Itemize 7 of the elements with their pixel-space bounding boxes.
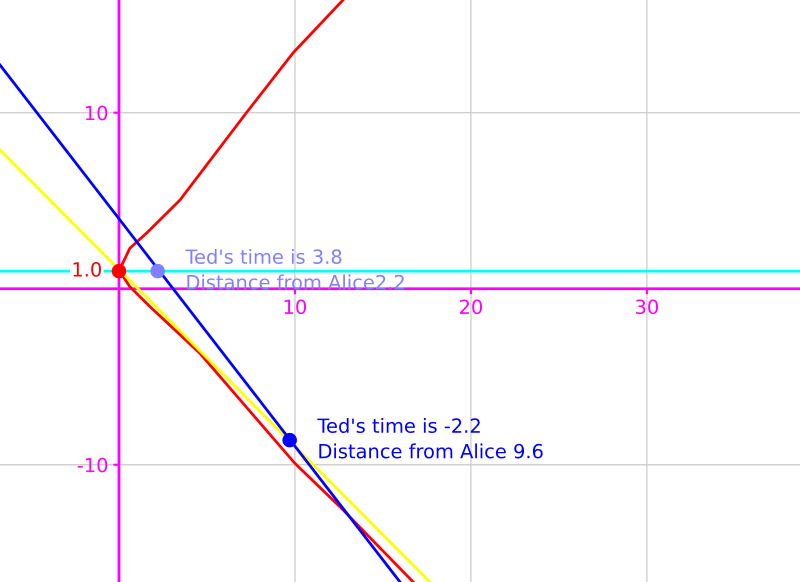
y-tick-label: -10 (78, 458, 108, 472)
data-label: 1.0 (74, 262, 102, 277)
x-tick-label: 20 (460, 299, 482, 314)
x-tick-label: 10 (284, 299, 306, 314)
data-label: Ted's time is 3.8 Distance from Alice2.2 (185, 248, 404, 290)
data-label: Ted's time is -2.2 Distance from Alice 9.6 (317, 418, 543, 458)
x-tick-label: 30 (636, 299, 658, 314)
